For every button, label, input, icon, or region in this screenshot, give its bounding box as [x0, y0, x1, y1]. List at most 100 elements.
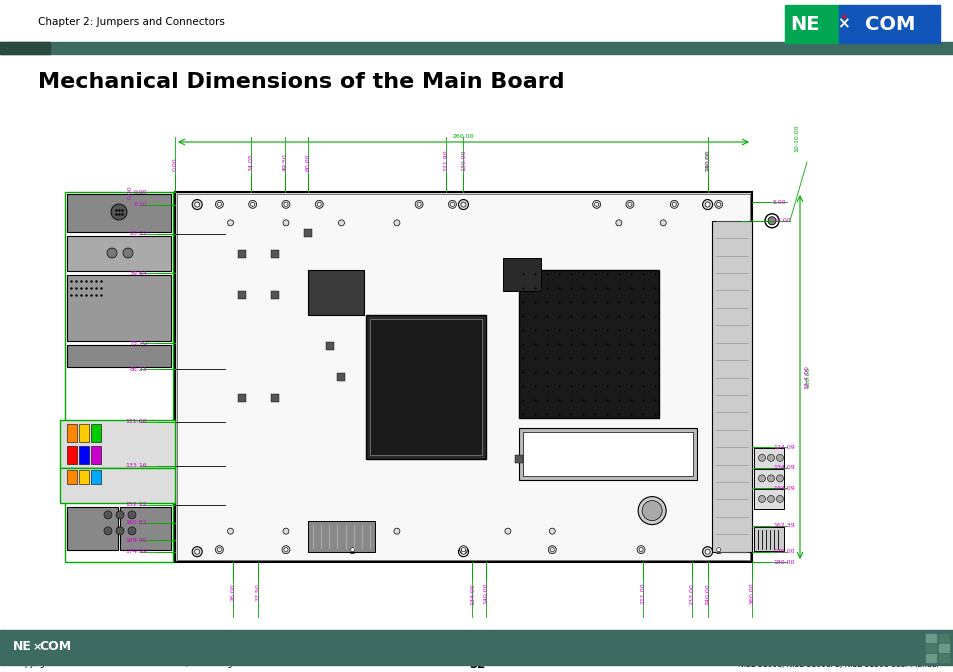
Circle shape	[283, 528, 289, 534]
Circle shape	[128, 527, 136, 535]
Text: 180.00: 180.00	[772, 560, 794, 564]
Text: 162.39: 162.39	[772, 523, 794, 528]
Text: 10-10.00: 10-10.00	[794, 124, 799, 152]
Circle shape	[450, 202, 454, 206]
Bar	[67, 345, 171, 368]
Circle shape	[317, 202, 321, 206]
Text: ×: ×	[32, 642, 42, 652]
Text: NISE 3100e, NISE 3100eP2, NISE 3150e User Manual: NISE 3100e, NISE 3100eP2, NISE 3150e Use…	[738, 659, 938, 669]
Bar	[711, 221, 751, 552]
Text: 152.22: 152.22	[125, 503, 147, 507]
Bar	[518, 270, 659, 418]
Bar	[65, 192, 172, 562]
Circle shape	[550, 548, 554, 552]
Bar	[925, 634, 935, 642]
Bar	[67, 236, 171, 271]
Circle shape	[448, 200, 456, 208]
Bar	[79, 423, 89, 442]
Circle shape	[458, 200, 468, 210]
Circle shape	[767, 454, 774, 462]
Circle shape	[348, 546, 356, 554]
Circle shape	[394, 528, 399, 534]
Bar	[925, 644, 935, 652]
Circle shape	[767, 475, 774, 482]
Bar	[60, 419, 174, 468]
Text: 174.99: 174.99	[125, 549, 147, 554]
Text: 144.09: 144.09	[772, 486, 794, 491]
Bar	[753, 489, 783, 509]
Circle shape	[104, 511, 112, 519]
Text: 121.90: 121.90	[442, 149, 448, 171]
Circle shape	[549, 528, 555, 534]
Bar	[548, 455, 556, 463]
Text: 20.21: 20.21	[129, 231, 147, 236]
Bar	[67, 194, 171, 232]
Circle shape	[128, 511, 136, 519]
Circle shape	[458, 547, 468, 556]
Bar	[67, 446, 77, 464]
Circle shape	[338, 220, 344, 226]
Text: 111.66: 111.66	[126, 419, 147, 424]
Bar	[308, 270, 363, 315]
Circle shape	[616, 220, 621, 226]
Circle shape	[776, 495, 782, 503]
Text: COM: COM	[864, 15, 915, 34]
Bar	[938, 644, 948, 652]
Bar	[271, 291, 278, 299]
Text: 37.50: 37.50	[255, 583, 260, 601]
Text: 0.00: 0.00	[133, 190, 147, 194]
Text: 140.00: 140.00	[482, 583, 488, 605]
Text: 180.00: 180.00	[804, 366, 809, 388]
Circle shape	[215, 546, 223, 554]
Text: 86.23: 86.23	[129, 367, 147, 372]
Circle shape	[758, 454, 764, 462]
Circle shape	[460, 202, 465, 207]
Bar	[0, 630, 953, 665]
Circle shape	[714, 546, 722, 554]
Circle shape	[459, 546, 467, 554]
Text: 5.00: 5.00	[772, 200, 786, 205]
Circle shape	[637, 546, 644, 554]
Bar	[271, 394, 278, 402]
Bar	[237, 394, 245, 402]
Text: 0.00: 0.00	[172, 157, 177, 171]
Bar	[60, 468, 174, 503]
Circle shape	[217, 548, 221, 552]
Circle shape	[194, 202, 199, 207]
Circle shape	[639, 548, 642, 552]
Text: 134.00: 134.00	[470, 583, 475, 605]
Bar	[237, 250, 245, 257]
Bar	[522, 432, 692, 476]
Text: 160.83: 160.83	[126, 520, 147, 525]
Text: 6.10: 6.10	[133, 202, 147, 207]
Text: 133.16: 133.16	[125, 463, 147, 468]
Text: 49.50: 49.50	[282, 153, 287, 171]
Text: 240.00: 240.00	[704, 583, 709, 605]
Bar	[67, 470, 77, 484]
Text: 73.70: 73.70	[129, 341, 147, 346]
Text: 0.00: 0.00	[128, 185, 132, 199]
Bar	[177, 194, 749, 560]
Text: COM: COM	[39, 640, 71, 653]
Circle shape	[217, 202, 221, 206]
Circle shape	[672, 202, 676, 206]
Bar	[518, 428, 696, 480]
Circle shape	[701, 547, 712, 556]
Text: 124.09: 124.09	[772, 445, 794, 450]
Circle shape	[215, 200, 223, 208]
Circle shape	[641, 501, 661, 521]
Circle shape	[776, 454, 782, 462]
Bar	[79, 446, 89, 464]
Circle shape	[776, 475, 782, 482]
Text: 34.05: 34.05	[248, 153, 253, 171]
Text: NE: NE	[790, 15, 819, 34]
Circle shape	[670, 200, 678, 208]
Circle shape	[638, 497, 665, 525]
Circle shape	[283, 220, 289, 226]
Circle shape	[350, 548, 355, 552]
Circle shape	[758, 475, 764, 482]
Circle shape	[714, 200, 722, 208]
Circle shape	[704, 549, 709, 554]
Bar	[753, 468, 783, 488]
Text: 211.00: 211.00	[640, 583, 645, 605]
